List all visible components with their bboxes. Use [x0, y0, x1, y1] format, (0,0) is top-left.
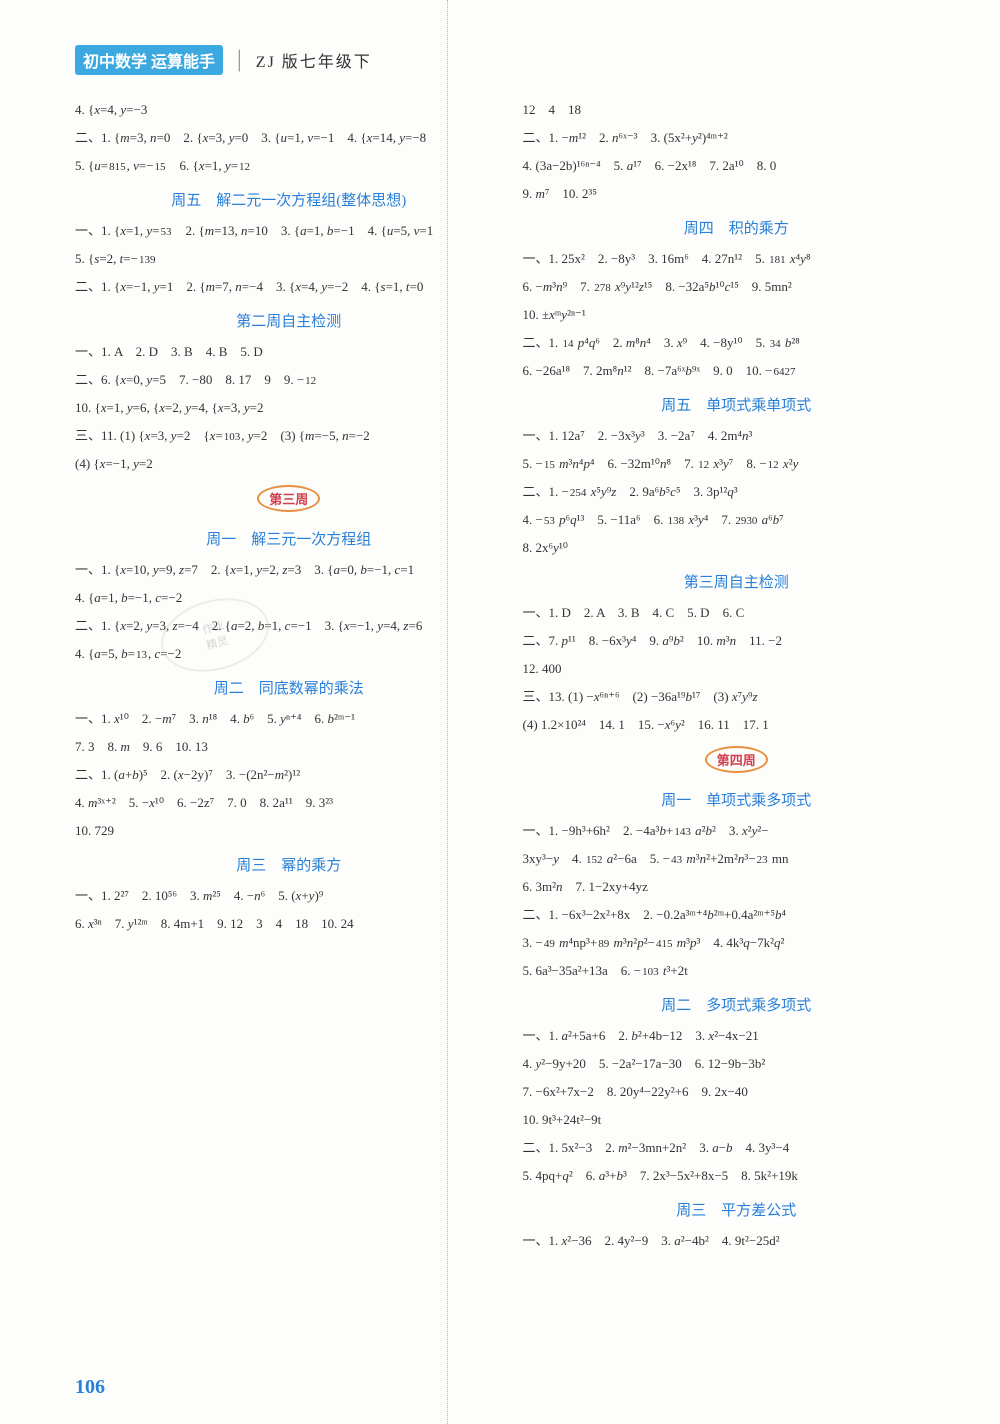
answer-line: 一、1. 2²⁷ 2. 10⁵⁶ 3. m²⁵ 4. −n⁶ 5. (x+y)⁹ — [75, 883, 503, 909]
answer-line: 一、1. {x=10, y=9, z=7 2. {x=1, y=2, z=3 3… — [75, 557, 503, 583]
answer-line: 6. x³ⁿ 7. y¹²ᵐ 8. 4m+1 9. 12 3 4 18 10. … — [75, 911, 503, 937]
answer-line: 二、1. −m¹² 2. n⁶ˣ⁻³ 3. (5x²+y²)⁴ᵐ⁺² — [523, 125, 951, 151]
badge-right: 运算能手 — [151, 54, 215, 71]
answer-line: 三、13. (1) −x⁶ⁿ⁺⁶ (2) −36a¹⁹b¹⁷ (3) x⁷y⁹z — [523, 684, 951, 710]
answer-line: 二、7. p¹¹ 8. −6x³y⁴ 9. a⁹b² 10. m³n 11. −… — [523, 628, 951, 654]
answer-line: 7. 3 8. m 9. 6 10. 13 — [75, 734, 503, 760]
answer-line: 5. 6a³−35a²+13a 6. −103 t³+2t — [523, 958, 951, 984]
answer-line: 一、1. A 2. D 3. B 4. B 5. D — [75, 339, 503, 365]
section-title: 第二周自主检测 — [75, 310, 503, 331]
page-header: 初中数学 运算能手 │ ZJ 版七年级下 — [75, 45, 950, 75]
answer-line: 二、1. −6x³−2x²+8x 2. −0.2a³ᵐ⁺⁴b²ᵐ+0.4a²ᵐ⁺… — [523, 902, 951, 928]
week-badge-wrap: 第四周 — [523, 740, 951, 779]
answer-line: 7. −6x²+7x−2 8. 20y⁴−22y²+6 9. 2x−40 — [523, 1079, 951, 1105]
answer-line: 一、1. 12a⁷ 2. −3x³y³ 3. −2a⁷ 4. 2m⁴n³ — [523, 423, 951, 449]
answer-line: 4. −53 p⁶q¹³ 5. −11a⁶ 6. 138 x³y⁴ 7. 293… — [523, 507, 951, 533]
answer-line: 12. 400 — [523, 656, 951, 682]
header-subtitle: ZJ 版七年级下 — [256, 48, 372, 72]
section-title: 第三周自主检测 — [523, 571, 951, 592]
week-badge-wrap: 第三周 — [75, 479, 503, 518]
answer-line: 三、11. (1) {x=3, y=2 {x=103, y=2 (3) {m=−… — [75, 423, 503, 449]
answer-line: 12 4 18 — [523, 97, 951, 123]
header-badge: 初中数学 运算能手 — [75, 45, 223, 75]
section-title: 周三 幂的乘方 — [75, 854, 503, 875]
answer-line: 10. 9t³+24t²−9t — [523, 1107, 951, 1133]
left-column: 4. {x=4, y=−3二、1. {m=3, n=0 2. {x=3, y=0… — [75, 95, 503, 1256]
answer-line: 二、1. −254 x⁵y⁹z 2. 9a⁶b⁵c⁵ 3. 3p¹²q³ — [523, 479, 951, 505]
column-divider — [447, 0, 448, 1424]
answer-line: 4. {a=1, b=−1, c=−2 — [75, 585, 503, 611]
section-title: 周二 同底数幂的乘法 — [75, 677, 503, 698]
week-badge: 第三周 — [257, 485, 320, 512]
right-column: 12 4 18二、1. −m¹² 2. n⁶ˣ⁻³ 3. (5x²+y²)⁴ᵐ⁺… — [523, 95, 951, 1256]
answer-line: 4. {x=4, y=−3 — [75, 97, 503, 123]
answer-line: 6. −26a¹⁸ 7. 2m⁸n¹² 8. −7a⁶ˣb⁹ˣ 9. 0 10.… — [523, 358, 951, 384]
answer-line: 10. 729 — [75, 818, 503, 844]
answer-line: 二、1. 5x²−3 2. m²−3mn+2n² 3. a−b 4. 3y³−4 — [523, 1135, 951, 1161]
week-badge: 第四周 — [705, 746, 768, 773]
answer-line: 4. y²−9y+20 5. −2a²−17a−30 6. 12−9b−3b² — [523, 1051, 951, 1077]
answer-line: 4. m³ˣ⁺² 5. −x¹⁰ 6. −2z⁷ 7. 0 8. 2a¹¹ 9.… — [75, 790, 503, 816]
answer-line: 9. m⁷ 10. 2³⁵ — [523, 181, 951, 207]
answer-line: 二、1. {m=3, n=0 2. {x=3, y=0 3. {u=1, v=−… — [75, 125, 503, 151]
page-number: 106 — [75, 1376, 105, 1399]
section-title: 周三 平方差公式 — [523, 1199, 951, 1220]
answer-line: 6. −m³n⁹ 7. 278 x⁹y¹²z¹⁵ 8. −32a⁵b¹⁰c¹⁵ … — [523, 274, 951, 300]
content-columns: 4. {x=4, y=−3二、1. {m=3, n=0 2. {x=3, y=0… — [75, 95, 950, 1256]
answer-line: 二、1. 14 p⁴q⁶ 2. m⁸n⁴ 3. x⁹ 4. −8y¹⁰ 5. 3… — [523, 330, 951, 356]
answer-line: 二、6. {x=0, y=5 7. −80 8. 17 9 9. −12 — [75, 367, 503, 393]
answer-line: (4) 1.2×10²⁴ 14. 1 15. −x⁶y² 16. 11 17. … — [523, 712, 951, 738]
answer-line: 10. {x=1, y=6, {x=2, y=4, {x=3, y=2 — [75, 395, 503, 421]
section-title: 周一 单项式乘多项式 — [523, 789, 951, 810]
answer-line: 3xy³−y 4. 152 a²−6a 5. −43 m³n²+2m²n³−23… — [523, 846, 951, 872]
answer-line: 二、1. {x=−1, y=1 2. {m=7, n=−4 3. {x=4, y… — [75, 274, 503, 300]
answer-line: 二、1. (a+b)⁵ 2. (x−2y)⁷ 3. −(2n²−m²)¹² — [75, 762, 503, 788]
section-title: 周二 多项式乘多项式 — [523, 994, 951, 1015]
answer-line: 5. 4pq+q² 6. a³+b³ 7. 2x³−5x²+8x−5 8. 5k… — [523, 1163, 951, 1189]
section-title: 周一 解三元一次方程组 — [75, 528, 503, 549]
section-title: 周四 积的乘方 — [523, 217, 951, 238]
answer-line: 5. {u=815, v=−15 6. {x=1, y=12 — [75, 153, 503, 179]
answer-line: 一、1. −9h³+6h² 2. −4a³b+143 a²b² 3. x²y²− — [523, 818, 951, 844]
answer-line: 5. {s=2, t=−139 — [75, 246, 503, 272]
answer-line: 4. (3a−2b)¹⁶ⁿ⁻⁴ 5. a¹⁷ 6. −2x¹⁸ 7. 2a¹⁰ … — [523, 153, 951, 179]
answer-line: 8. 2x⁶y¹⁰ — [523, 535, 951, 561]
answer-line: (4) {x=−1, y=2 — [75, 451, 503, 477]
answer-line: 一、1. {x=1, y=53 2. {m=13, n=10 3. {a=1, … — [75, 218, 503, 244]
answer-line: 一、1. x¹⁰ 2. −m⁷ 3. n¹⁸ 4. b⁶ 5. yⁿ⁺⁴ 6. … — [75, 706, 503, 732]
answer-line: 一、1. a²+5a+6 2. b²+4b−12 3. x²−4x−21 — [523, 1023, 951, 1049]
answer-line: 一、1. x²−36 2. 4y²−9 3. a²−4b² 4. 9t²−25d… — [523, 1228, 951, 1254]
section-title: 周五 解二元一次方程组(整体思想) — [75, 189, 503, 210]
answer-line: 一、1. D 2. A 3. B 4. C 5. D 6. C — [523, 600, 951, 626]
answer-line: 二、1. {x=2, y=3, z=−4 2. {a=2, b=1, c=−1 … — [75, 613, 503, 639]
section-title: 周五 单项式乘单项式 — [523, 394, 951, 415]
answer-line: 一、1. 25x² 2. −8y³ 3. 16m⁶ 4. 27n¹² 5. 18… — [523, 246, 951, 272]
header-separator: │ — [233, 50, 246, 71]
answer-line: 5. −15 m³n⁴p⁴ 6. −32m¹⁰n⁸ 7. 12 x³y⁷ 8. … — [523, 451, 951, 477]
badge-left: 初中数学 — [83, 54, 147, 71]
answer-line: 4. {a=5, b=13, c=−2 — [75, 641, 503, 667]
answer-line: 3. −49 m⁴np³+89 m³n²p²−415 m³p³ 4. 4k³q−… — [523, 930, 951, 956]
answer-line: 10. ±xᵐy²ⁿ⁻¹ — [523, 302, 951, 328]
answer-line: 6. 3m²n 7. 1−2xy+4yz — [523, 874, 951, 900]
